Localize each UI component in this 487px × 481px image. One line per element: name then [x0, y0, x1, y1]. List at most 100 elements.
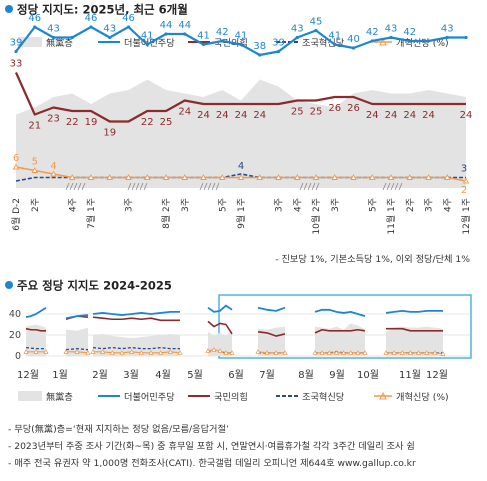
ppp-data-label: 25 [160, 117, 173, 128]
mini-muddang-area [93, 333, 180, 356]
top-legend-label-muddang: 無黨층 [46, 37, 73, 49]
footnote-3: - 매주 전국 유권자 약 1,000명 전화조사(CATI). 한국갤럽 데일… [8, 458, 416, 469]
top-footnote: - 진보당 1%, 기본소득당 1%, 이외 정당/단체 1% [275, 253, 470, 265]
x-tick-label: 5주 [367, 198, 378, 212]
mini-ref-point [362, 350, 368, 355]
ref-point [31, 167, 39, 173]
mini-ref-point [273, 350, 279, 355]
mini-ref-point [399, 350, 405, 355]
month-label: 5월 [187, 369, 203, 381]
month-label: 8월 [298, 369, 314, 381]
ppp-data-label: 24 [178, 107, 191, 118]
month-label: 12월 [426, 369, 448, 381]
mini-ref-point [63, 349, 69, 354]
ref-point [387, 174, 395, 180]
chart-title: 정당 지지도: 2025년, 최근 6개월 [17, 3, 188, 17]
x-tick-label: 10월 2주 [310, 198, 322, 235]
break-hatch [139, 182, 144, 191]
mini-cho-line [25, 346, 46, 350]
mini-ref-point [340, 350, 347, 355]
ref-point [237, 174, 245, 180]
dem-point [351, 46, 356, 50]
dem-point [276, 49, 281, 54]
small-data-label: 6 [13, 153, 19, 164]
small-data-label: 2 [461, 185, 467, 196]
mini-ref-point [74, 349, 80, 354]
ref-point [50, 170, 57, 177]
dem-data-label: 43 [47, 24, 60, 35]
ppp-line [14, 72, 466, 123]
dem-data-label: 39 [272, 38, 285, 49]
ppp-data-label: 23 [47, 114, 60, 125]
x-tick-label: 8월 2주 [160, 198, 172, 229]
ref-point [218, 174, 226, 180]
mini-ref-point [440, 351, 446, 356]
bottom-legend-label-ref: 개혁신당 (%) [396, 392, 449, 403]
ref-point [312, 174, 320, 180]
mini-ref-point [415, 350, 422, 355]
mini-ref-point [33, 349, 39, 354]
break-hatch [382, 182, 387, 191]
mini-dem-line [92, 311, 180, 316]
ref-point [275, 174, 282, 180]
break-hatch [215, 182, 220, 191]
ppp-data-label: 22 [141, 117, 154, 128]
mini-ref-point [223, 350, 229, 355]
ppp-data-label: 21 [28, 121, 41, 132]
mini-ref-point [158, 350, 164, 355]
dem-data-label: 38 [253, 41, 266, 52]
mini-ref-point [100, 349, 106, 354]
dem-point [70, 35, 74, 40]
top-legend-label-cho: 조국혁신당 [302, 38, 345, 49]
x-tick-label: 4주 [292, 198, 303, 212]
ref-point [125, 174, 132, 180]
dem-data-label: 43 [441, 24, 454, 35]
x-tick-label: 2주 [30, 198, 41, 212]
month-label: 11월 [399, 369, 421, 381]
dem-point [333, 42, 337, 47]
dem-data-label: 44 [178, 20, 191, 31]
y-tick-label: 40 [9, 309, 21, 320]
break-hatch [398, 182, 403, 191]
ref-point [350, 174, 357, 180]
mini-ref-point [355, 350, 361, 355]
mini-ref-point [85, 350, 91, 355]
dem-data-label: 43 [291, 24, 304, 35]
break-hatch [199, 182, 204, 191]
dem-point [426, 39, 431, 43]
chart2-title: 주요 정당 지지도 2024-2025 [17, 279, 172, 293]
x-tick-label: 3주 [274, 198, 285, 212]
dem-data-label: 41 [235, 31, 248, 42]
x-tick-label: 12월 1주 [460, 198, 472, 235]
mini-ref-point [43, 349, 49, 354]
ref-point [200, 174, 207, 180]
dem-point [464, 35, 468, 40]
month-label: 3월 [123, 369, 139, 381]
mini-ref-line [93, 351, 181, 354]
month-label: 7월 [259, 369, 275, 381]
mini-ref-line [257, 351, 285, 354]
mini-ref-point [167, 349, 173, 354]
mini-ref-point [424, 350, 430, 355]
dem-data-label: 42 [366, 27, 379, 38]
mini-ref-point [177, 350, 183, 355]
dem-point [295, 35, 299, 40]
dem-data-label: 43 [103, 24, 116, 35]
highlight-box [218, 294, 472, 359]
mini-ppp-line [25, 327, 46, 332]
dem-data-label: 46 [122, 13, 135, 24]
ref-point [162, 174, 170, 180]
ref-point [462, 177, 470, 184]
bottom-legend-label-cho: 조국혁신당 [302, 392, 345, 403]
ref-point [87, 174, 95, 180]
y-tick-label: 20 [9, 330, 21, 341]
mini-ref-point [383, 350, 389, 355]
break-hatch [69, 182, 74, 191]
mini-ppp-line [92, 316, 180, 322]
mini-ref-point [319, 350, 325, 355]
break-hatch [386, 182, 391, 191]
break-hatch [65, 182, 70, 191]
ppp-data-label: 24 [403, 110, 416, 121]
